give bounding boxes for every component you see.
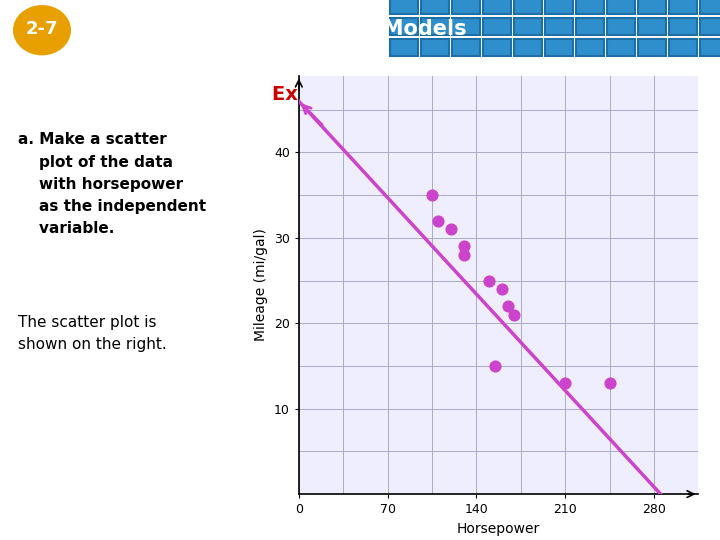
Bar: [421, 0, 449, 14]
Bar: [700, 0, 720, 14]
Bar: [700, 18, 720, 35]
Text: Holt Algebra 2: Holt Algebra 2: [8, 517, 109, 530]
Bar: [390, 0, 418, 14]
Bar: [607, 39, 635, 56]
Bar: [483, 18, 511, 35]
X-axis label: Horsepower: Horsepower: [457, 522, 540, 536]
Bar: [390, 18, 418, 35]
Bar: [669, 18, 697, 35]
Bar: [545, 18, 573, 35]
Bar: [545, 39, 573, 56]
Bar: [669, 39, 697, 56]
Point: [604, 379, 616, 387]
Text: Example 3 cont.: Example 3 cont.: [272, 85, 448, 104]
Bar: [545, 0, 573, 14]
Bar: [390, 39, 418, 56]
Bar: [700, 39, 720, 56]
Point: [458, 242, 469, 251]
Bar: [669, 0, 697, 14]
Text: The scatter plot is
shown on the right.: The scatter plot is shown on the right.: [18, 315, 167, 352]
Text: Curve Fitting with Linear Models: Curve Fitting with Linear Models: [82, 19, 467, 39]
Point: [559, 379, 571, 387]
Point: [433, 217, 444, 225]
Point: [445, 225, 456, 234]
Bar: [638, 18, 666, 35]
Bar: [514, 18, 542, 35]
Bar: [452, 0, 480, 14]
Bar: [638, 0, 666, 14]
Point: [426, 191, 438, 199]
Bar: [638, 39, 666, 56]
Bar: [514, 0, 542, 14]
Bar: [483, 39, 511, 56]
Point: [496, 285, 508, 293]
Ellipse shape: [13, 5, 71, 56]
Bar: [421, 18, 449, 35]
Text: a. Make a scatter
    plot of the data
    with horsepower
    as the independen: a. Make a scatter plot of the data with …: [18, 132, 206, 236]
Point: [503, 302, 514, 310]
Bar: [607, 18, 635, 35]
Bar: [452, 39, 480, 56]
Bar: [421, 39, 449, 56]
Bar: [452, 18, 480, 35]
Bar: [607, 0, 635, 14]
Bar: [576, 39, 604, 56]
Point: [509, 310, 521, 319]
Bar: [514, 39, 542, 56]
Point: [458, 251, 469, 259]
Y-axis label: Mileage (mi/gal): Mileage (mi/gal): [254, 228, 269, 341]
Text: Copyright © by Holt, Rinehart and Winston. All Rights Reserved.: Copyright © by Holt, Rinehart and Winsto…: [397, 519, 712, 529]
Point: [483, 276, 495, 285]
Point: [490, 362, 501, 370]
Bar: [483, 0, 511, 14]
Bar: [576, 18, 604, 35]
Text: 2-7: 2-7: [26, 20, 58, 38]
Bar: [576, 0, 604, 14]
